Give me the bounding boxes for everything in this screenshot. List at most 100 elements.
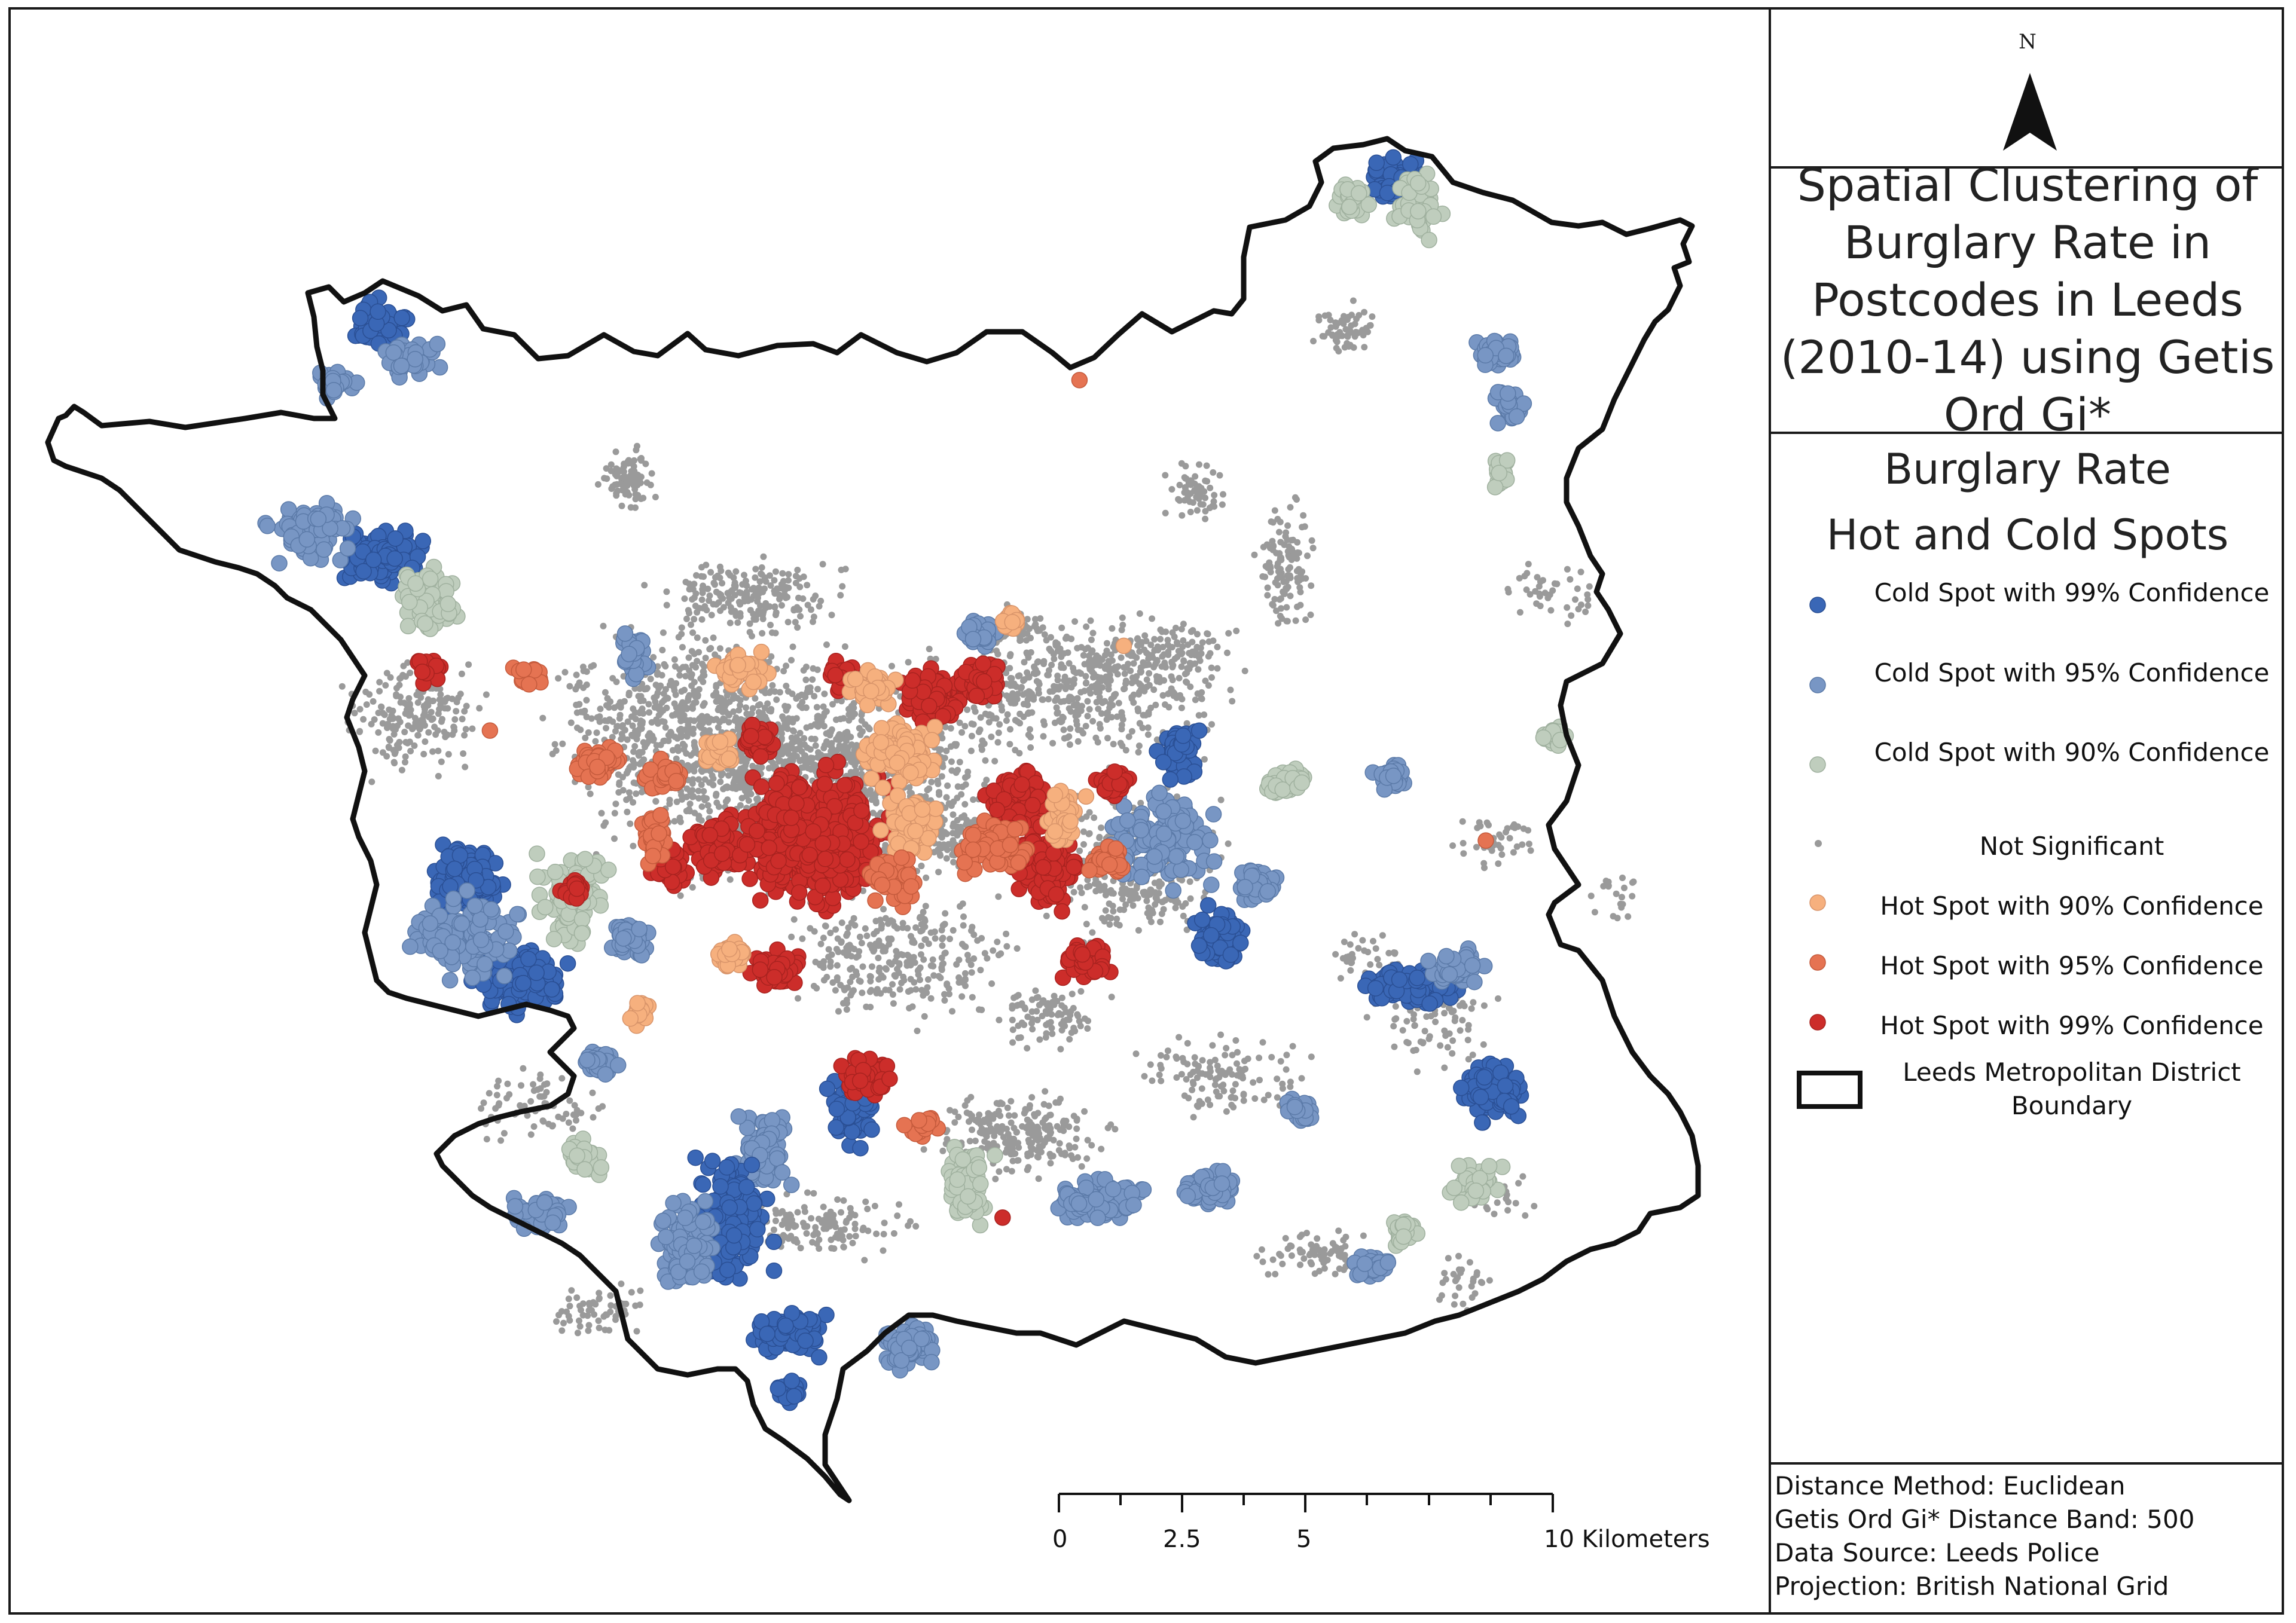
postcode-point (1029, 1026, 1036, 1033)
postcode-point (1170, 692, 1177, 699)
postcode-point (1042, 1034, 1049, 1041)
postcode-point (1116, 922, 1123, 929)
postcode-point (632, 728, 639, 735)
postcode-point (1214, 643, 1221, 650)
postcode-point (520, 1065, 527, 1072)
postcode-point (1336, 1265, 1343, 1272)
postcode-point (1097, 698, 1104, 705)
postcode-point (700, 582, 707, 589)
postcode-point (848, 945, 856, 952)
postcode-point (888, 961, 895, 968)
postcode-point (761, 576, 768, 583)
postcode-point (719, 595, 726, 602)
postcode-point (1147, 1061, 1154, 1068)
postcode-point (981, 740, 988, 747)
postcode-point (984, 955, 991, 962)
postcode-point (1459, 1000, 1466, 1007)
postcode-point (785, 577, 792, 584)
postcode-point (1151, 635, 1158, 643)
postcode-point (737, 613, 744, 620)
postcode-point (938, 773, 945, 780)
postcode-point (1112, 690, 1119, 698)
postcode-point (1256, 1077, 1263, 1084)
postcode-point (771, 590, 778, 597)
postcode-point (837, 982, 844, 989)
postcode-point (1184, 1060, 1191, 1068)
postcode-point (779, 570, 786, 577)
postcode-point (1314, 1235, 1321, 1242)
postcode-point (1050, 650, 1057, 658)
postcode-point (585, 729, 592, 736)
postcode-point (823, 974, 831, 980)
postcode-point (1202, 515, 1209, 522)
postcode-point (596, 718, 603, 725)
postcode-point (401, 729, 408, 735)
postcode-point (731, 607, 738, 615)
postcode-point (1476, 819, 1483, 826)
postcode-point (773, 696, 780, 703)
postcode-point (1283, 1052, 1290, 1059)
postcode-point (772, 568, 779, 575)
postcode-point (1309, 545, 1317, 552)
postcode-point (817, 962, 824, 969)
postcode-point (1513, 843, 1521, 850)
postcode-point (624, 808, 631, 815)
postcode-point (1186, 878, 1193, 885)
postcode-point (1277, 554, 1284, 561)
postcode-point (799, 699, 806, 706)
postcode-point (636, 685, 643, 692)
postcode-point (843, 1006, 850, 1013)
postcode-point (1083, 884, 1091, 891)
postcode-point (804, 601, 811, 609)
postcode-point (1274, 1075, 1281, 1083)
postcode-point (809, 1239, 816, 1246)
postcode-point (1156, 878, 1163, 885)
postcode-point (846, 1233, 853, 1240)
postcode-point (991, 757, 999, 765)
postcode-point (939, 763, 947, 771)
postcode-point (581, 707, 588, 714)
postcode-point (1149, 615, 1156, 622)
postcode-point (565, 1119, 572, 1126)
postcode-point (393, 692, 400, 699)
postcode-point (894, 1212, 901, 1219)
postcode-point (758, 570, 765, 577)
postcode-point (736, 589, 743, 596)
postcode-point (1275, 568, 1282, 575)
postcode-point (797, 1245, 804, 1252)
postcode-point (1089, 668, 1096, 676)
postcode-point (670, 684, 677, 691)
postcode-point (1026, 1105, 1033, 1112)
postcode-points-layer (257, 149, 1637, 1411)
postcode-point (462, 726, 469, 733)
postcode-point (654, 671, 661, 678)
postcode-point (460, 750, 467, 757)
postcode-point (1311, 1251, 1318, 1258)
postcode-point (808, 754, 815, 762)
postcode-point (940, 960, 947, 967)
postcode-point (838, 566, 845, 573)
postcode-point (1097, 662, 1104, 669)
postcode-point (592, 738, 599, 745)
postcode-point (755, 607, 762, 615)
postcode-point (607, 698, 614, 705)
postcode-point (954, 783, 961, 790)
postcode-point (1460, 850, 1467, 857)
postcode-point (1302, 575, 1309, 582)
postcode-point (836, 731, 843, 738)
postcode-point (698, 616, 706, 623)
postcode-point (1089, 674, 1097, 681)
postcode-point (820, 703, 827, 710)
postcode-point (576, 1317, 582, 1324)
postcode-point (429, 748, 436, 755)
postcode-point (1066, 741, 1073, 748)
postcode-point (1070, 888, 1077, 895)
postcode-point (912, 1222, 920, 1230)
postcode-point (1525, 561, 1532, 568)
postcode-point (947, 725, 954, 732)
postcode-point (1181, 1092, 1188, 1099)
postcode-point (939, 942, 946, 949)
postcode-point (947, 743, 954, 750)
postcode-point (1147, 641, 1155, 649)
postcode-point (713, 799, 720, 806)
